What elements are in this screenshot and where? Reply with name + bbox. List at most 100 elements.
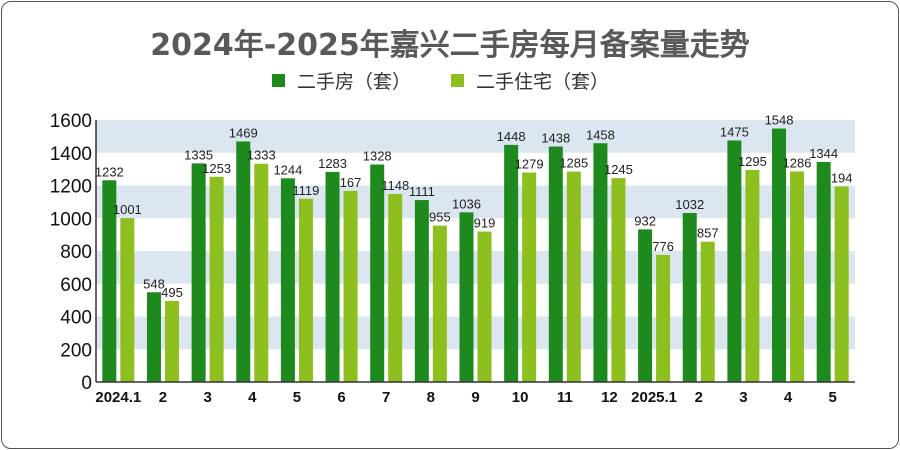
- data-label-series1: 1283: [318, 156, 347, 171]
- data-label-series1: 1328: [363, 149, 392, 164]
- bar-series2: [700, 241, 715, 382]
- data-label-series2: 167: [340, 175, 362, 190]
- bar-series1: [682, 213, 697, 382]
- chart-title: 2024年-2025年嘉兴二手房每月备案量走势: [150, 28, 750, 63]
- data-label-series1: 1344: [809, 146, 838, 161]
- data-label-series2: 1001: [113, 202, 142, 217]
- bar-series1: [638, 229, 653, 382]
- bar-series1: [146, 292, 161, 382]
- x-tick-label: 2025.1: [631, 389, 677, 406]
- bar-series1: [504, 144, 519, 382]
- data-label-series2: 1279: [515, 157, 544, 172]
- data-label-series1: 1036: [452, 196, 481, 211]
- y-tick-label: 800: [60, 242, 92, 263]
- x-tick-label: 4: [784, 389, 793, 406]
- data-label-series2: 1286: [783, 155, 812, 170]
- x-tick-label: 3: [739, 389, 747, 406]
- legend-label-series2: 二手住宅（套）: [476, 70, 610, 93]
- data-label-series2: 1295: [738, 154, 767, 169]
- bar-series2: [611, 178, 626, 382]
- y-tick-label: 0: [81, 373, 92, 394]
- bar-series2: [209, 176, 224, 382]
- x-tick-label: 2024.1: [95, 389, 141, 406]
- data-label-series1: 1232: [95, 164, 124, 179]
- bar-series1: [102, 180, 117, 382]
- bar-series2: [120, 218, 135, 382]
- y-tick-label: 1600: [50, 111, 92, 132]
- bar-series2: [164, 300, 179, 382]
- data-label-series1: 1438: [541, 131, 570, 146]
- bar-series2: [790, 171, 805, 382]
- bar-series2: [656, 254, 671, 382]
- data-label-series2: 919: [474, 216, 496, 231]
- data-label-series1: 932: [634, 213, 656, 228]
- bar-series1: [459, 212, 474, 382]
- bar-series2: [522, 172, 537, 382]
- bar-series2: [477, 231, 492, 382]
- bar-series2: [566, 171, 581, 382]
- bar-series1: [772, 128, 787, 382]
- x-tick-label: 3: [203, 389, 211, 406]
- bar-series1: [816, 161, 831, 382]
- legend-label-series1: 二手房（套）: [297, 70, 412, 93]
- x-tick-label: 10: [512, 389, 529, 406]
- data-label-series2: 1285: [559, 156, 588, 171]
- y-tick-label: 400: [60, 308, 92, 329]
- data-label-series2: 955: [429, 210, 451, 225]
- bar-series1: [548, 146, 563, 382]
- bar-series2: [298, 198, 313, 382]
- x-tick-label: 7: [382, 389, 390, 406]
- data-label-series1: 1458: [586, 127, 615, 142]
- data-label-series2: 1253: [202, 161, 231, 176]
- data-label-series2: 495: [161, 285, 183, 300]
- data-label-series1: 1548: [765, 113, 794, 128]
- x-tick-label: 5: [293, 389, 301, 406]
- bar-series1: [370, 164, 385, 382]
- bar-series1: [414, 200, 429, 382]
- y-tick-label: 200: [60, 340, 92, 361]
- y-tick-label: 600: [60, 275, 92, 296]
- chart-legend: 二手房（套） 二手住宅（套）: [272, 67, 609, 94]
- data-label-series1: 1448: [497, 129, 526, 144]
- data-label-series1: 1111: [409, 184, 435, 199]
- bar-series1: [593, 143, 608, 382]
- y-tick-label: 1400: [50, 144, 92, 165]
- data-label-series1: 1335: [184, 147, 213, 162]
- x-tick-label: 11: [557, 389, 573, 406]
- bar-series1: [325, 171, 340, 382]
- data-label-series1: 1469: [229, 125, 258, 140]
- bar-series2: [343, 190, 358, 382]
- data-label-series1: 1032: [675, 197, 704, 212]
- x-tick-label: 2: [159, 389, 167, 406]
- data-label-series2: 857: [697, 226, 719, 241]
- legend-item-series2: 二手住宅（套）: [451, 67, 609, 94]
- data-label-series2: 1119: [292, 183, 319, 198]
- bar-series2: [432, 225, 447, 382]
- data-label-series2: 1245: [604, 162, 633, 177]
- bar-series2: [388, 194, 403, 382]
- x-tick-label: 6: [337, 389, 345, 406]
- legend-item-series1: 二手房（套）: [272, 67, 411, 94]
- bar-series1: [191, 163, 206, 382]
- x-tick-label: 2: [695, 389, 703, 406]
- data-label-series1: 1475: [720, 124, 749, 139]
- legend-swatch-series1: [272, 73, 285, 87]
- y-tick-label: 1200: [50, 177, 92, 198]
- data-label-series2: 776: [652, 239, 674, 254]
- data-label-series1: 1244: [273, 162, 302, 177]
- x-tick-label: 8: [427, 389, 435, 406]
- data-label-series1: 548: [143, 276, 165, 291]
- data-label-series2: 1148: [381, 178, 409, 193]
- bar-series1: [236, 141, 251, 382]
- y-tick-label: 1000: [50, 209, 92, 230]
- x-tick-label: 5: [829, 389, 837, 406]
- x-tick-label: 9: [471, 389, 479, 406]
- x-tick-label: 12: [601, 389, 618, 406]
- data-label-series2: 1333: [247, 148, 276, 163]
- data-label-series2: 194: [831, 170, 853, 185]
- x-tick-label: 4: [248, 389, 257, 406]
- bar-series2: [834, 186, 849, 382]
- legend-swatch-series2: [451, 73, 465, 87]
